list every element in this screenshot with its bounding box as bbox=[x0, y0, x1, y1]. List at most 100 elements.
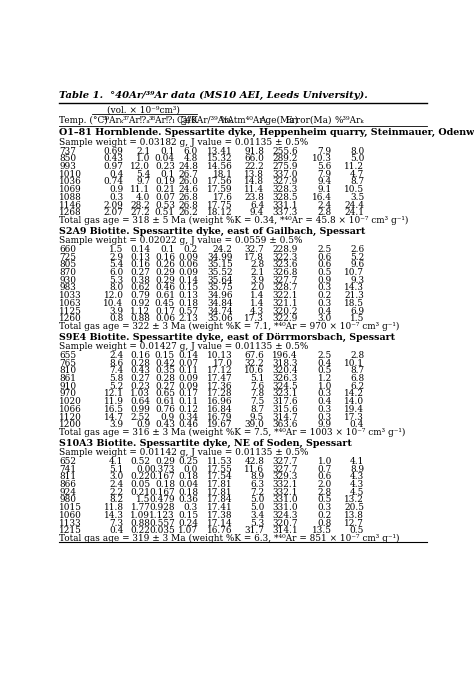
Text: 0.1: 0.1 bbox=[161, 146, 175, 155]
Text: 6.8: 6.8 bbox=[350, 374, 364, 383]
Text: 660: 660 bbox=[59, 245, 76, 254]
Text: 329.3: 329.3 bbox=[273, 473, 298, 481]
Text: 0.21: 0.21 bbox=[130, 487, 150, 497]
Text: 0.64: 0.64 bbox=[130, 397, 150, 406]
Text: 0.22: 0.22 bbox=[130, 526, 150, 536]
Text: 327.7: 327.7 bbox=[273, 276, 298, 285]
Text: 0.928: 0.928 bbox=[149, 503, 175, 512]
Text: 0.3: 0.3 bbox=[318, 503, 332, 512]
Text: 21.3: 21.3 bbox=[344, 291, 364, 300]
Text: 14.7: 14.7 bbox=[103, 413, 124, 422]
Text: 11.6: 11.6 bbox=[244, 464, 264, 473]
Text: 2.2: 2.2 bbox=[109, 487, 124, 497]
Text: 24.6: 24.6 bbox=[178, 185, 198, 194]
Text: 5.2: 5.2 bbox=[109, 382, 124, 391]
Text: 323.1: 323.1 bbox=[273, 389, 298, 399]
Text: 0.61: 0.61 bbox=[155, 397, 175, 406]
Text: 0.6: 0.6 bbox=[318, 473, 332, 481]
Text: 2.5: 2.5 bbox=[318, 351, 332, 360]
Text: 0.12: 0.12 bbox=[178, 405, 198, 414]
Text: Total gas age = 319 ± 3 Ma (weight %K = 6.3, *⁴⁰Ar = 851 × 10⁻⁷ cm³ g⁻¹): Total gas age = 319 ± 3 Ma (weight %K = … bbox=[59, 534, 400, 543]
Text: 8.9: 8.9 bbox=[250, 473, 264, 481]
Text: 0.69: 0.69 bbox=[104, 146, 124, 155]
Text: 4.0: 4.0 bbox=[136, 193, 150, 202]
Text: 1125: 1125 bbox=[59, 306, 82, 315]
Text: 0.19: 0.19 bbox=[155, 178, 175, 186]
Text: 4.1: 4.1 bbox=[350, 457, 364, 466]
Text: 18.5: 18.5 bbox=[344, 299, 364, 308]
Text: 0.0: 0.0 bbox=[184, 464, 198, 473]
Text: 4.3: 4.3 bbox=[350, 473, 364, 481]
Text: 930: 930 bbox=[59, 276, 76, 285]
Text: 7.4: 7.4 bbox=[109, 366, 124, 375]
Text: 7.3: 7.3 bbox=[109, 519, 124, 527]
Text: 327.7: 327.7 bbox=[273, 464, 298, 473]
Text: 32.7: 32.7 bbox=[245, 245, 264, 254]
Text: 320.4: 320.4 bbox=[273, 366, 298, 375]
Text: Total gas age = 316 ± 3 Ma (weight %K = 7.5, *⁴⁰Ar = 1003 × 10⁻⁷ cm³ g⁻¹): Total gas age = 316 ± 3 Ma (weight %K = … bbox=[59, 428, 406, 437]
Text: 4.5: 4.5 bbox=[350, 487, 364, 497]
Text: 0.45: 0.45 bbox=[155, 299, 175, 308]
Text: 0.7: 0.7 bbox=[318, 464, 332, 473]
Text: 0.28: 0.28 bbox=[130, 359, 150, 367]
Text: 320.2: 320.2 bbox=[273, 306, 298, 315]
Text: 10.5: 10.5 bbox=[344, 185, 364, 194]
Text: Ca/K: Ca/K bbox=[176, 116, 198, 125]
Text: 0.9: 0.9 bbox=[136, 420, 150, 429]
Text: 337.0: 337.0 bbox=[273, 170, 298, 179]
Text: 7.2: 7.2 bbox=[250, 487, 264, 497]
Text: 737: 737 bbox=[59, 146, 76, 155]
Text: 910: 910 bbox=[59, 382, 76, 391]
Text: 3.5: 3.5 bbox=[350, 193, 364, 202]
Text: 5.3: 5.3 bbox=[109, 276, 124, 285]
Text: 0.27: 0.27 bbox=[155, 382, 175, 391]
Text: 1.0: 1.0 bbox=[136, 154, 150, 163]
Text: 0.43: 0.43 bbox=[155, 420, 175, 429]
Text: 18.12: 18.12 bbox=[207, 208, 233, 218]
Text: 0.035: 0.035 bbox=[149, 526, 175, 536]
Text: 0.29: 0.29 bbox=[155, 268, 175, 277]
Text: 0.5: 0.5 bbox=[318, 496, 332, 504]
Text: 0.92: 0.92 bbox=[130, 299, 150, 308]
Text: 322.1: 322.1 bbox=[273, 291, 298, 300]
Text: 2.8: 2.8 bbox=[250, 260, 264, 269]
Text: 6.4: 6.4 bbox=[250, 201, 264, 210]
Text: %Atm⁴⁰Ar: %Atm⁴⁰Ar bbox=[219, 116, 264, 125]
Text: 0.88: 0.88 bbox=[130, 315, 150, 323]
Text: 314.1: 314.1 bbox=[272, 526, 298, 536]
Text: Sample weight = 0.03182 g, J value = 0.01135 ± 0.5%: Sample weight = 0.03182 g, J value = 0.0… bbox=[59, 138, 309, 146]
Text: 8.7: 8.7 bbox=[350, 178, 364, 186]
Text: 17.0: 17.0 bbox=[213, 359, 233, 367]
Text: 3.9: 3.9 bbox=[250, 276, 264, 285]
Text: 11.4: 11.4 bbox=[244, 185, 264, 194]
Text: 42.8: 42.8 bbox=[245, 457, 264, 466]
Text: Error(Ma): Error(Ma) bbox=[285, 116, 332, 125]
Text: 17.8: 17.8 bbox=[245, 252, 264, 262]
Text: 17.59: 17.59 bbox=[207, 185, 233, 194]
Text: 322.9: 322.9 bbox=[273, 315, 298, 323]
Text: 0.21: 0.21 bbox=[155, 185, 175, 194]
Text: 17.6: 17.6 bbox=[213, 193, 233, 202]
Text: ³⁷Ar⁉ₐ: ³⁷Ar⁉ₐ bbox=[122, 116, 150, 125]
Text: 5.1: 5.1 bbox=[109, 464, 124, 473]
Text: 0.07: 0.07 bbox=[155, 193, 175, 202]
Text: 0.14: 0.14 bbox=[178, 276, 198, 285]
Text: 0.97: 0.97 bbox=[104, 162, 124, 171]
Text: 0.06: 0.06 bbox=[155, 315, 175, 323]
Text: O1–81 Hornblende. Spessartite dyke, Heppenheim quarry, Steinmauer, Odenwald: O1–81 Hornblende. Spessartite dyke, Hepp… bbox=[59, 128, 474, 138]
Text: 1036: 1036 bbox=[59, 178, 82, 186]
Text: 332.1: 332.1 bbox=[273, 487, 298, 497]
Text: 0.07: 0.07 bbox=[178, 359, 198, 367]
Text: 0.6: 0.6 bbox=[318, 260, 332, 269]
Text: 0.79: 0.79 bbox=[130, 291, 150, 300]
Text: 8.2: 8.2 bbox=[109, 496, 124, 504]
Text: 14.8: 14.8 bbox=[244, 178, 264, 186]
Text: 9.4: 9.4 bbox=[318, 178, 332, 186]
Text: 12.0: 12.0 bbox=[130, 162, 150, 171]
Text: 2.07: 2.07 bbox=[104, 208, 124, 218]
Text: Table 1.  °40Ar/³⁹Ar data (MS10 AEI, Leeds University).: Table 1. °40Ar/³⁹Ar data (MS10 AEI, Leed… bbox=[59, 91, 368, 100]
Text: 0.04: 0.04 bbox=[155, 154, 175, 163]
Text: 870: 870 bbox=[59, 268, 76, 277]
Text: 14.2: 14.2 bbox=[344, 389, 364, 399]
Text: 1.0: 1.0 bbox=[318, 457, 332, 466]
